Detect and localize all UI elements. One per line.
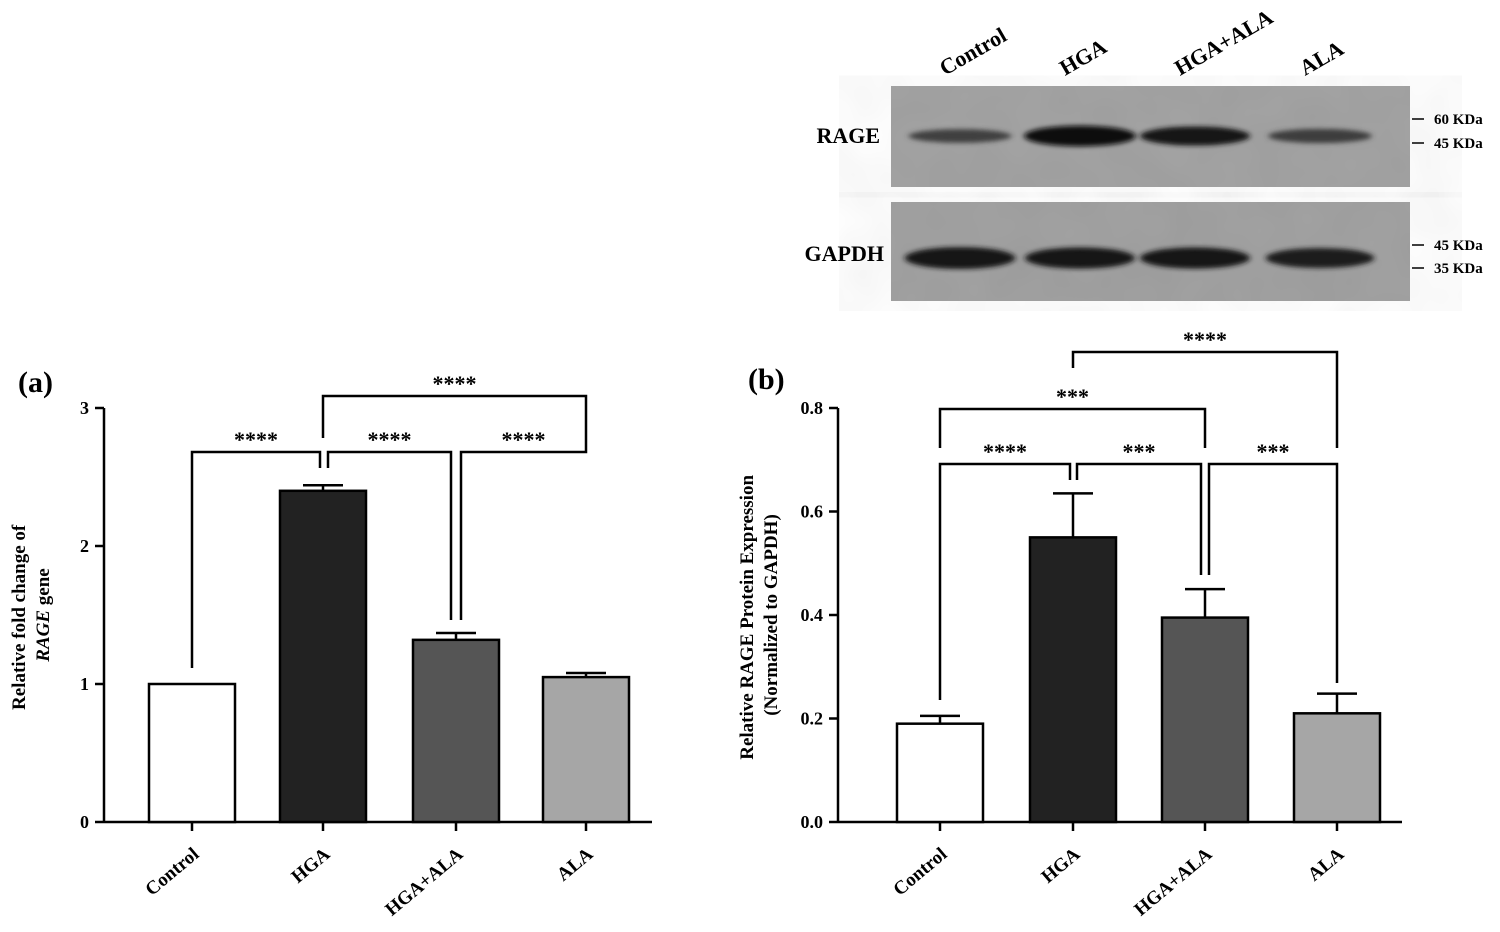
blot-band (1025, 247, 1135, 269)
x-tick-label: ALA (553, 844, 597, 886)
significance-label: **** (502, 427, 546, 452)
marker-label-rage-1: 45 KDa (1434, 136, 1483, 152)
marker-label-rage-0: 60 KDa (1434, 112, 1483, 128)
significance-bracket (1071, 350, 1339, 448)
marker-label-gapdh-0: 45 KDa (1434, 238, 1483, 254)
y-tick-label: 0.6 (801, 502, 824, 522)
bar (1160, 616, 1250, 824)
blot-lane-label: HGA+ALA (1170, 4, 1277, 80)
y-tick-label: 2 (80, 536, 89, 556)
blot-lane-label: HGA (1055, 34, 1111, 81)
significance-bracket (1207, 462, 1339, 683)
blot-panel-gapdh: GAPDH 45 KDa 35 KDa (805, 202, 1483, 301)
y-axis-label-b: Relative RAGE Protein Expression (Normal… (737, 470, 782, 760)
bar (147, 682, 237, 824)
bar (1292, 712, 1382, 824)
y-tick-label: 0.8 (801, 398, 824, 418)
blot-band (908, 129, 1012, 143)
significance-bracket (1075, 462, 1203, 575)
y-tick-label: 0.4 (801, 605, 824, 625)
blot-lane-label: ALA (1295, 35, 1348, 80)
y-tick-label: 0.0 (801, 812, 824, 832)
western-blot: Control HGA HGA+ALA ALA RAGE 60 KDa 45 KDa … (805, 4, 1483, 301)
significance-label: *** (1056, 384, 1089, 409)
y-tick-label: 0.2 (801, 709, 824, 729)
significance-label: **** (234, 427, 278, 452)
significance-label: *** (1257, 439, 1290, 464)
significance-label: **** (983, 439, 1027, 464)
blot-lane-label: Control (935, 22, 1011, 80)
significance-bracket (938, 462, 1072, 700)
x-tick-label: HGA+ALA (382, 844, 468, 921)
y-axis-label-a: Relative fold change of RAGE gene (9, 520, 54, 710)
chart-b: (b) Relative RAGE Protein Expression (No… (737, 327, 1402, 920)
y-tick-label: 0 (80, 812, 89, 832)
x-tick-label: HGA (1038, 844, 1085, 888)
x-tick-label: Control (141, 844, 203, 901)
panel-label-b: (b) (748, 363, 785, 396)
y-tick-label: 1 (80, 674, 89, 694)
blot-band (1140, 247, 1250, 269)
blot-band (1265, 248, 1375, 268)
blot-panel-rage: RAGE 60 KDa 45 KDa (816, 86, 1483, 187)
chart-a: (a) Relative fold change of RAGE gene 0 1… (9, 366, 652, 920)
x-tick-label: HGA (288, 844, 335, 888)
significance-label: **** (1183, 327, 1227, 352)
marker-label-gapdh-1: 35 KDa (1434, 261, 1483, 277)
x-tick-label: HGA+ALA (1131, 844, 1217, 921)
significance-bracket (326, 450, 453, 620)
significance-label: *** (1123, 439, 1156, 464)
significance-bracket (459, 436, 588, 620)
bar (895, 722, 985, 824)
bar (1028, 536, 1118, 824)
panel-label-a: (a) (18, 366, 53, 399)
blot-band (1140, 126, 1250, 146)
blot-band (1268, 128, 1372, 144)
bar (411, 638, 501, 824)
blot-band (904, 247, 1016, 269)
significance-bracket (190, 450, 322, 668)
significance-bracket (938, 407, 1207, 448)
bar (278, 489, 368, 824)
x-tick-label: Control (889, 844, 951, 901)
blot-label-gapdh: GAPDH (805, 241, 884, 266)
significance-label: **** (433, 371, 477, 396)
bar (541, 675, 631, 824)
x-tick-label: ALA (1304, 844, 1348, 886)
blot-label-rage: RAGE (816, 123, 880, 148)
significance-label: **** (368, 427, 412, 452)
significance-bracket (321, 394, 588, 438)
y-tick-label: 3 (80, 398, 89, 418)
blot-band (1024, 125, 1136, 147)
